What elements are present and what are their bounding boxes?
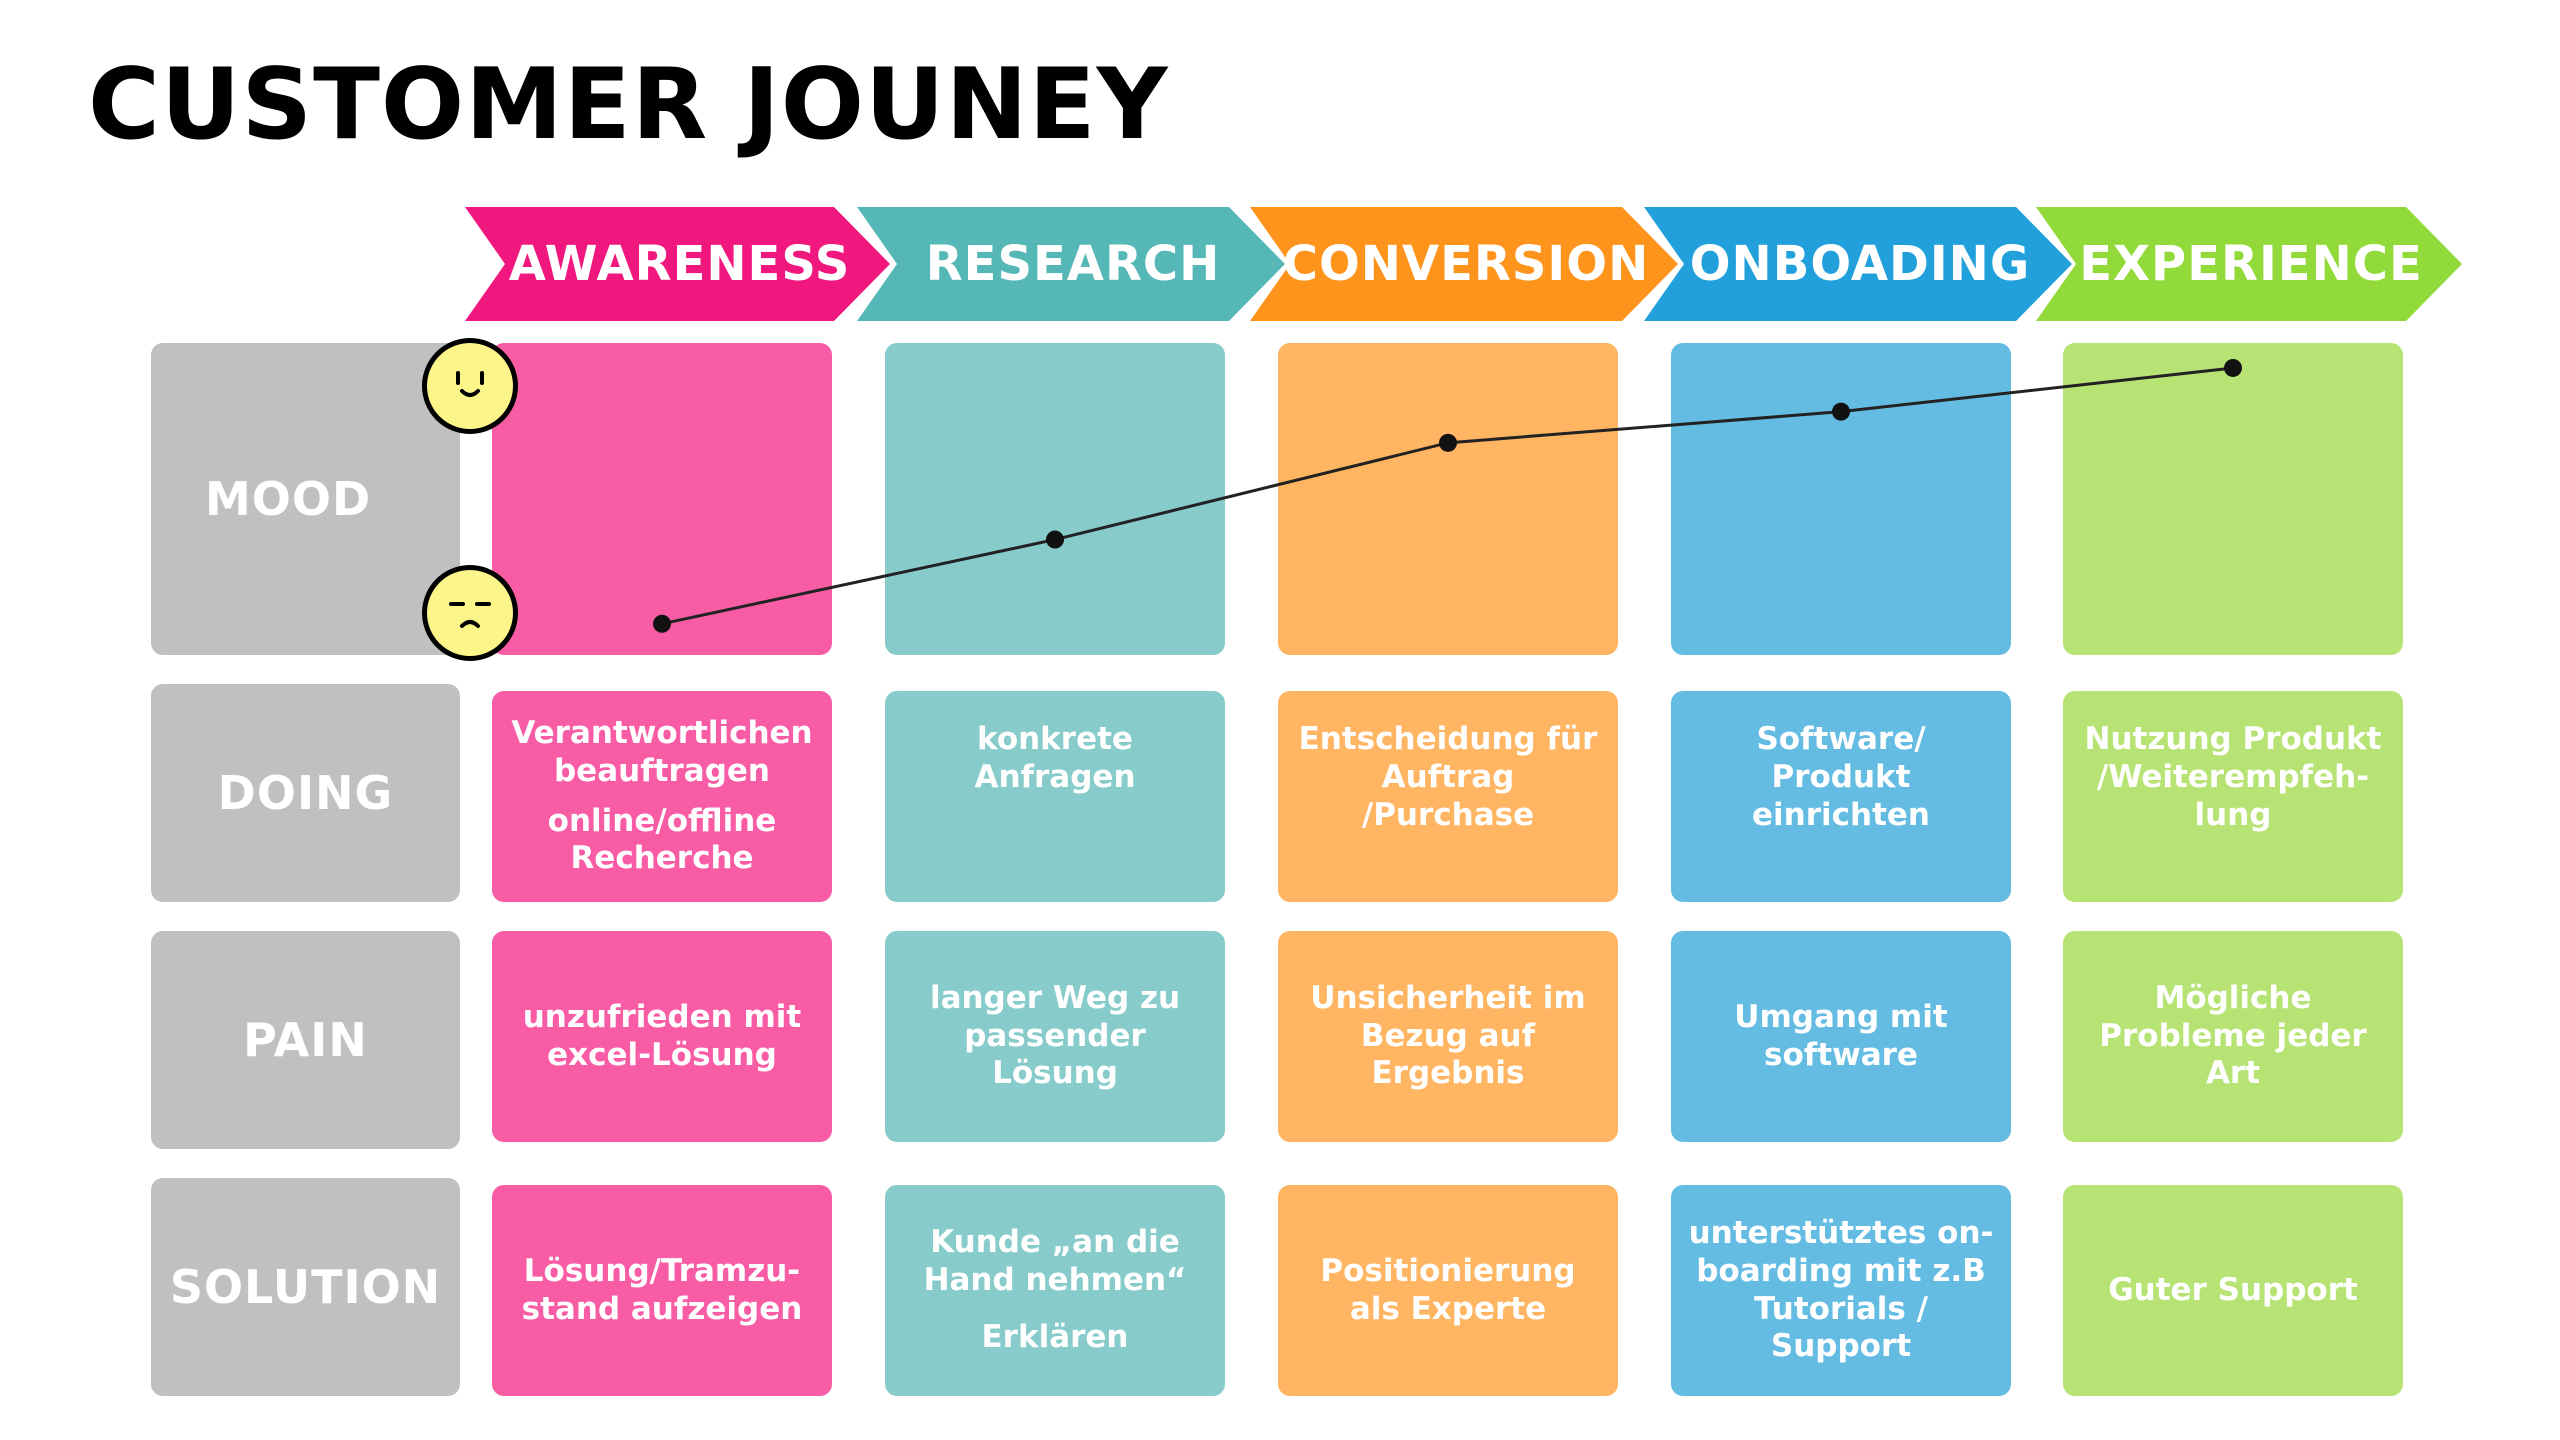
mood-cell-onboading: [1671, 343, 2011, 655]
mood-cell-experience: [2063, 343, 2403, 655]
stage-label: CONVERSION: [1282, 236, 1650, 292]
stage-conversion: CONVERSION: [1250, 207, 1678, 321]
doing-cell-onboading: Software/ Produkt einrichten: [1671, 691, 2011, 902]
cell-text: Umgang mit software: [1734, 998, 1948, 1073]
stage-label: AWARENESS: [508, 236, 851, 292]
stage-awareness: AWARENESS: [465, 207, 890, 321]
cell-text: Kunde „an die Hand nehmen“: [923, 1223, 1187, 1298]
pain-cell-onboading: Umgang mit software: [1671, 931, 2011, 1142]
cell-text: konkrete Anfragen: [974, 721, 1136, 795]
solution-cell-experience: Guter Support: [2063, 1185, 2403, 1396]
mood-point-onboading: [1832, 402, 1850, 421]
unhappy-face-icon: [422, 565, 518, 661]
mood-cell-conversion: [1278, 343, 1618, 655]
cell-text: Mögliche Probleme jeder Art: [2099, 979, 2367, 1092]
row-label-pain: PAIN: [151, 931, 460, 1149]
mood-point-conversion: [1439, 433, 1457, 452]
cell-text: online/offline Recherche: [547, 802, 777, 877]
cell-text: unterstütztes on-boarding mit z.B Tutori…: [1688, 1214, 1994, 1365]
stage-label: ONBOADING: [1689, 236, 2031, 292]
pain-cell-awareness: unzufrieden mit excel-Lösung: [492, 931, 832, 1142]
pain-cell-research: langer Weg zu passender Lösung: [885, 931, 1225, 1142]
stage-research: RESEARCH: [857, 207, 1285, 321]
mood-point-research: [1046, 530, 1064, 549]
doing-cell-research: konkrete Anfragen: [885, 691, 1225, 902]
row-label-solution: SOLUTION: [151, 1178, 460, 1396]
stage-label: RESEARCH: [925, 236, 1221, 292]
mood-point-awareness: [653, 614, 671, 633]
cell-text: Nutzung Produkt /Weiterempfeh-lung: [2084, 721, 2382, 833]
cell-text: Software/ Produkt einrichten: [1752, 721, 1930, 833]
page-title: CUSTOMER JOUNEY: [88, 48, 1169, 162]
mood-cell-research: [885, 343, 1225, 655]
solution-cell-onboading: unterstütztes on-boarding mit z.B Tutori…: [1671, 1185, 2011, 1396]
solution-cell-research: Kunde „an die Hand nehmen“ Erklären: [885, 1185, 1225, 1396]
mood-point-experience: [2224, 358, 2242, 377]
cell-text: Erklären: [981, 1319, 1129, 1356]
doing-cell-conversion: Entscheidung für Auftrag /Purchase: [1278, 691, 1618, 902]
row-label-mood: MOOD: [151, 343, 460, 655]
solution-cell-conversion: Positionierung als Experte: [1278, 1185, 1618, 1396]
cell-text: Verantwortlichen beauftragen: [511, 714, 813, 789]
pain-cell-conversion: Unsicherheit im Bezug auf Ergebnis: [1278, 931, 1618, 1142]
cell-text: Guter Support: [2108, 1271, 2358, 1308]
cell-text: Lösung/Tramzu-stand aufzeigen: [521, 1252, 803, 1327]
cell-text: Unsicherheit im Bezug auf Ergebnis: [1310, 979, 1586, 1092]
doing-cell-experience: Nutzung Produkt /Weiterempfeh-lung: [2063, 691, 2403, 902]
cell-text: langer Weg zu passender Lösung: [929, 979, 1181, 1092]
happy-face-icon: [422, 338, 518, 434]
row-label-doing: DOING: [151, 684, 460, 902]
stage-label: EXPERIENCE: [2079, 236, 2423, 292]
cell-text: Entscheidung für Auftrag /Purchase: [1298, 721, 1598, 833]
pain-cell-experience: Mögliche Probleme jeder Art: [2063, 931, 2403, 1142]
mood-line: [661, 366, 2234, 626]
solution-cell-awareness: Lösung/Tramzu-stand aufzeigen: [492, 1185, 832, 1396]
doing-cell-awareness: Verantwortlichen beauftragen online/offl…: [492, 691, 832, 902]
mood-cell-awareness: [492, 343, 832, 655]
stage-onboading: ONBOADING: [1644, 207, 2072, 321]
cell-text: unzufrieden mit excel-Lösung: [522, 998, 802, 1073]
stage-experience: EXPERIENCE: [2036, 207, 2462, 321]
cell-text: Positionierung als Experte: [1320, 1252, 1576, 1327]
